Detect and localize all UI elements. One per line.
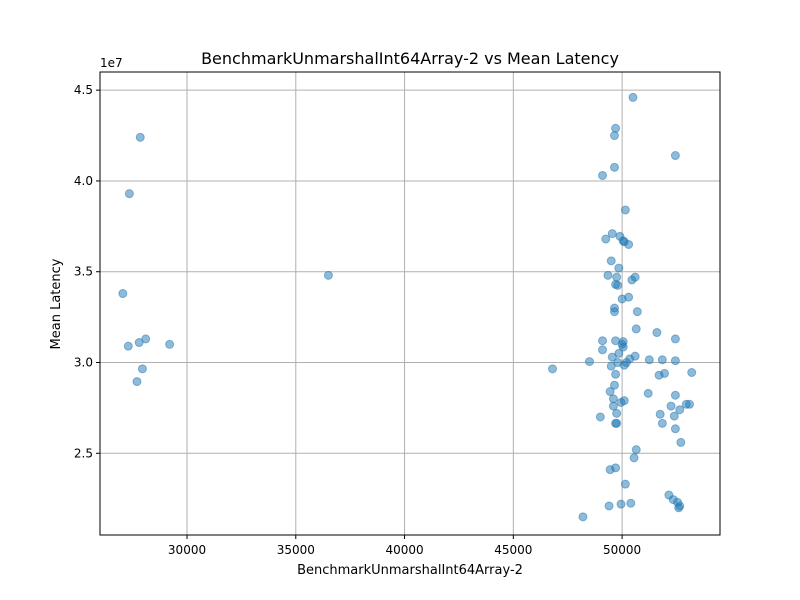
scatter-point xyxy=(687,367,697,377)
scatter-point xyxy=(137,364,147,374)
scatter-point xyxy=(626,498,636,508)
scatter-point xyxy=(655,409,665,419)
scatter-point xyxy=(620,479,630,489)
scatter-point xyxy=(670,424,680,434)
y-tick-label: 4.0 xyxy=(74,174,93,188)
scatter-point xyxy=(624,292,634,302)
x-tick-label: 45000 xyxy=(494,543,532,557)
scatter-point xyxy=(620,205,630,215)
scatter-point xyxy=(670,334,680,344)
scatter-point xyxy=(612,408,622,418)
y-tick-label: 3.5 xyxy=(74,265,93,279)
scatter-point xyxy=(598,345,608,355)
scatter-point xyxy=(614,263,624,273)
scatter-point xyxy=(141,334,151,344)
scatter-point xyxy=(578,512,588,522)
y-tick-label: 4.5 xyxy=(74,83,93,97)
scatter-point xyxy=(118,289,128,299)
x-tick-label: 35000 xyxy=(277,543,315,557)
y-tick-label: 3.0 xyxy=(74,356,93,370)
scatter-point xyxy=(632,307,642,317)
y-axis-offset-text: 1e7 xyxy=(100,56,123,70)
scatter-point xyxy=(595,412,605,422)
scatter-point xyxy=(618,337,628,347)
x-tick-label: 50000 xyxy=(603,543,641,557)
scatter-point xyxy=(660,368,670,378)
scatter-point xyxy=(609,380,619,390)
scatter-point xyxy=(132,377,142,387)
chart-title: BenchmarkUnmarshalInt64Array-2 vs Mean L… xyxy=(201,49,619,68)
y-axis-ticks: 2.5 3.0 3.5 4.0 4.5 xyxy=(74,83,100,460)
scatter-point xyxy=(670,356,680,366)
x-tick-label: 40000 xyxy=(385,543,423,557)
scatter-point xyxy=(547,364,557,374)
scatter-point xyxy=(643,388,653,398)
scatter-point xyxy=(652,328,662,338)
scatter-point xyxy=(323,270,333,280)
scatter-point xyxy=(584,357,594,367)
scatter-point xyxy=(135,132,145,142)
scatter-point xyxy=(631,324,641,334)
scatter-point xyxy=(609,303,619,313)
scatter-point xyxy=(630,351,640,361)
scatter-point xyxy=(630,272,640,282)
scatter-point xyxy=(613,280,623,290)
scatter-point xyxy=(657,418,667,428)
x-tick-label: 30000 xyxy=(168,543,206,557)
scatter-point xyxy=(670,151,680,161)
scatter-point xyxy=(601,234,611,244)
scatter-point xyxy=(685,399,695,409)
y-tick-label: 2.5 xyxy=(74,446,93,460)
scatter-point xyxy=(612,418,622,428)
scatter-point xyxy=(609,162,619,172)
scatter-point xyxy=(124,189,134,199)
scatter-point xyxy=(603,270,613,280)
scatter-point xyxy=(609,131,619,141)
scatter-point xyxy=(631,445,641,455)
scatter-point xyxy=(598,170,608,180)
scatter-point xyxy=(676,437,686,447)
scatter-point xyxy=(606,256,616,266)
scatter-point xyxy=(619,396,629,406)
data-points xyxy=(118,92,697,522)
scatter-point xyxy=(669,411,679,421)
scatter-point xyxy=(611,369,621,379)
scatter-point xyxy=(675,501,685,511)
scatter-point xyxy=(657,355,667,365)
scatter-point xyxy=(666,401,676,411)
scatter-point xyxy=(611,463,621,473)
scatter-point xyxy=(165,339,175,349)
scatter-point xyxy=(604,501,614,511)
scatter-point xyxy=(616,499,626,509)
scatter-point xyxy=(644,355,654,365)
x-axis-ticks: 30000 35000 40000 45000 50000 xyxy=(168,535,641,557)
scatter-point xyxy=(612,272,622,282)
plot-frame xyxy=(99,71,721,536)
scatter-point xyxy=(608,394,618,404)
scatter-point xyxy=(605,387,615,397)
y-axis-label: Mean Latency xyxy=(49,258,64,349)
scatter-point xyxy=(675,405,685,415)
scatter-point xyxy=(629,453,639,463)
scatter-point xyxy=(670,390,680,400)
scatter-point xyxy=(123,341,133,351)
scatter-point xyxy=(607,229,617,239)
scatter-point xyxy=(628,92,638,102)
scatter-point xyxy=(611,123,621,133)
scatter-point xyxy=(614,348,624,358)
scatter-point xyxy=(598,336,608,346)
scatter-point xyxy=(624,239,634,249)
x-axis-label: BenchmarkUnmarshalInt64Array-2 xyxy=(297,563,523,578)
